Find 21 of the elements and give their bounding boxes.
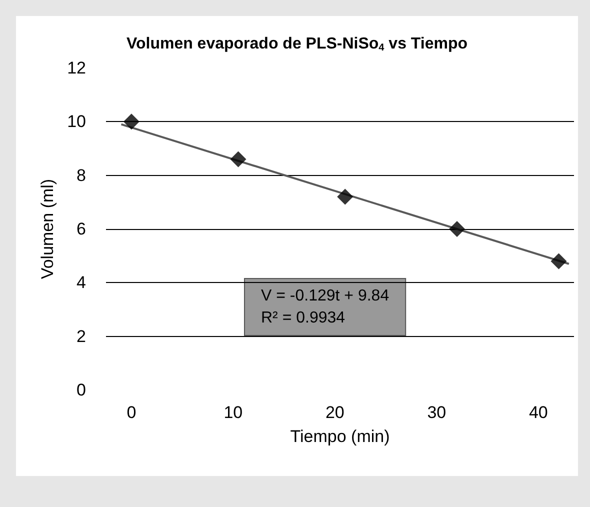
x-tick-label: 10 xyxy=(224,403,243,422)
x-tick-label: 30 xyxy=(427,403,446,422)
y-tick-label: 10 xyxy=(67,112,86,132)
point xyxy=(337,188,354,205)
point xyxy=(550,253,567,270)
annotation: V = -0.129t + 9.84 xyxy=(261,288,390,304)
y-tick-label: 2 xyxy=(76,326,86,346)
annotation: R² = 0.9934 xyxy=(261,310,346,326)
y-tick-label: 4 xyxy=(76,273,86,292)
x-tick-label: 20 xyxy=(325,403,344,422)
y-tick-label: 6 xyxy=(76,220,86,238)
y-tick-label: 8 xyxy=(76,166,86,185)
point xyxy=(230,151,246,168)
point xyxy=(123,114,140,130)
y-tick-label: 12 xyxy=(67,58,86,78)
x-axis-title: Tiempo (min) xyxy=(290,427,390,446)
x-tick-label: 0 xyxy=(126,403,136,422)
y-axis-title: Volumen (ml) xyxy=(38,178,58,280)
x-tick-label: 40 xyxy=(528,403,548,422)
point xyxy=(449,221,465,237)
y-tick-label: 0 xyxy=(76,380,86,400)
